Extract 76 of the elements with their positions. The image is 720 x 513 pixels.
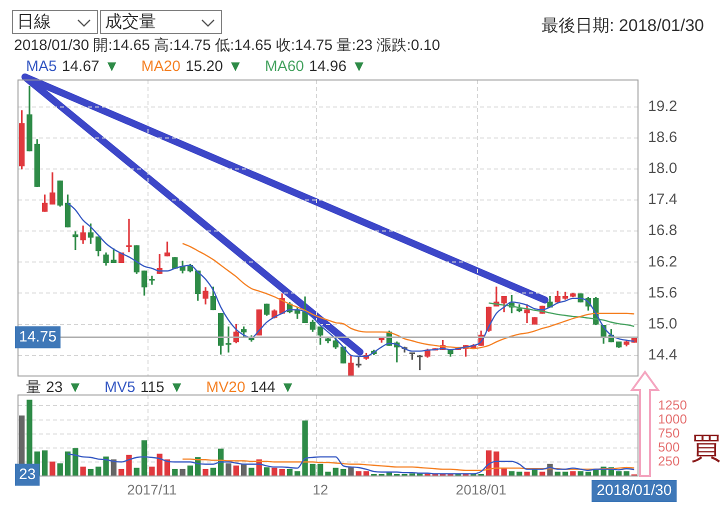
bar: [356, 471, 362, 476]
bar: [524, 472, 530, 476]
bar: [233, 466, 239, 476]
ref-line-label: 14.75: [19, 328, 57, 346]
text: MA60 14.96 ▼: [264, 58, 366, 75]
text: MA5 14.67 ▼: [26, 58, 120, 75]
bar: [294, 471, 300, 476]
bar: [248, 468, 254, 476]
bar: [539, 472, 546, 476]
y-tick-label: 1000: [658, 411, 687, 426]
line-series: [488, 302, 635, 327]
bar: [363, 471, 370, 476]
y-tick-label: 16.2: [648, 253, 678, 270]
y-tick-label: 18.0: [648, 160, 678, 178]
bar: [585, 472, 592, 476]
bar: [624, 471, 630, 476]
text: MV5 115 ▼: [104, 379, 184, 396]
bar: [156, 454, 162, 476]
y-tick-label: 15.6: [648, 284, 678, 302]
dropdown: 成交量: [100, 10, 222, 34]
bar: [310, 464, 316, 476]
y-tick-label: 250: [658, 454, 680, 469]
y-tick-label: 750: [658, 425, 680, 440]
series-label: 量 23 ▼: [26, 378, 83, 397]
bar: [202, 468, 208, 476]
bar: [50, 462, 56, 476]
y-tick-label: 15.0: [648, 315, 678, 332]
bar: [96, 466, 102, 476]
line-series: [182, 458, 635, 472]
bar: [80, 466, 86, 476]
bar: [554, 472, 560, 476]
text: MA20 15.20 ▼: [141, 58, 243, 75]
bar: [103, 456, 109, 476]
y-tick-label: 19.2: [648, 98, 678, 116]
bar: [226, 463, 232, 476]
x-tick-label: 12: [312, 481, 328, 498]
bar: [180, 468, 186, 476]
bar: [141, 440, 148, 476]
candlestick: [126, 218, 132, 252]
bar: [570, 471, 576, 476]
bar: [149, 466, 155, 476]
bar: [302, 420, 308, 476]
bar: [264, 467, 270, 476]
y-tick-label: 17.4: [648, 191, 678, 208]
bar: [325, 472, 331, 476]
x-tick-label: 2017/11: [127, 481, 177, 498]
dropdown: 日線: [12, 10, 98, 34]
y-tick-label: 500: [658, 439, 680, 454]
bar: [616, 471, 622, 476]
candlestick: [226, 326, 232, 353]
y-tick-label: 14.4: [648, 346, 678, 364]
bar: [562, 472, 568, 476]
text: 買: [691, 431, 720, 467]
bar: [42, 450, 48, 476]
line-series: [67, 453, 635, 474]
bar: [57, 463, 63, 476]
chart-subtitle: 2018/01/30 開:14.65 高:14.75 低:14.65 收:14.75 量:23 漲跌:0.10: [14, 36, 440, 55]
bar: [348, 467, 354, 476]
y-tick-label: 18.6: [648, 129, 678, 146]
bar: [508, 471, 515, 476]
line-series: [182, 242, 635, 350]
x-tick-label: 2018/01/30: [596, 482, 672, 500]
bar: [72, 448, 78, 476]
bar: [516, 472, 522, 476]
bar: [578, 471, 584, 476]
bar: [126, 454, 132, 476]
x-tick-label: 2018/01: [456, 481, 507, 498]
y-tick-label: 1250: [658, 397, 687, 412]
y-tick-label: 16.8: [648, 222, 678, 240]
chart-title: 最後日期: 2018/01/30: [541, 15, 704, 37]
bar: [187, 466, 194, 476]
bar: [318, 464, 324, 476]
candlestick: [149, 276, 155, 285]
text: MV20 144 ▼: [206, 379, 296, 396]
bar: [64, 451, 71, 476]
annotation: 23: [19, 466, 36, 483]
